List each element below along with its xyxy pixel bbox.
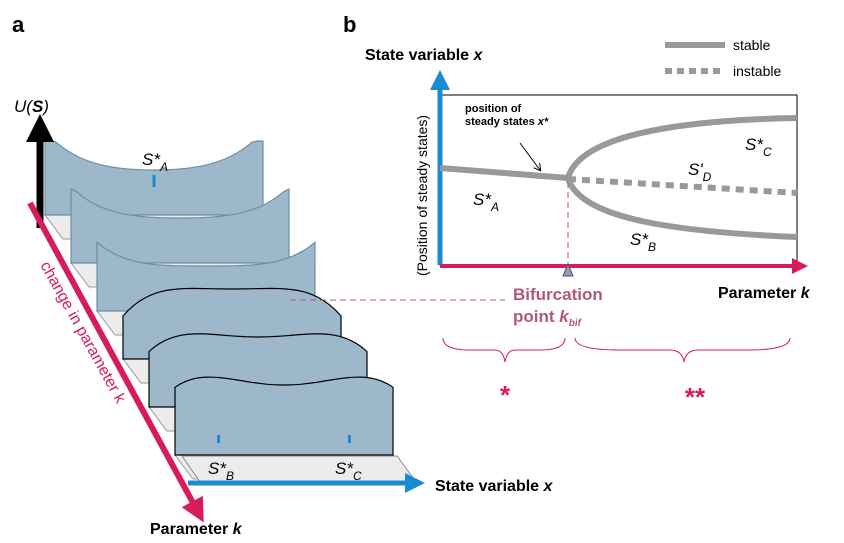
x-axis-label: State variable x — [435, 478, 554, 495]
text: B — [648, 240, 656, 254]
region-label: ** — [685, 382, 706, 412]
region-label: * — [500, 380, 511, 410]
text: point — [513, 307, 555, 326]
text: S* — [208, 459, 227, 478]
text: Parameter — [718, 285, 796, 302]
potential-label: U(S) — [14, 97, 49, 116]
text: x — [543, 478, 554, 495]
text: S* — [745, 135, 764, 154]
text: C — [353, 469, 362, 483]
text: position of — [465, 103, 522, 115]
text: S' — [688, 160, 703, 179]
text: A — [159, 160, 168, 174]
legend-label: stable — [733, 37, 771, 53]
text: S* — [473, 190, 492, 209]
y-axis-sublabel: (Position of steady states) — [414, 115, 430, 276]
figure: a U(S) change in parameter k State varia… — [0, 0, 844, 543]
text: D — [703, 170, 712, 184]
landscape — [45, 141, 411, 479]
text: A — [490, 200, 499, 214]
text: k — [233, 521, 243, 538]
text: ) — [41, 97, 49, 116]
text: State variable — [365, 47, 469, 64]
brace — [575, 338, 790, 362]
param-axis-label: Parameter k — [150, 521, 243, 538]
text: S* — [335, 459, 354, 478]
text: Bifurcation — [513, 285, 603, 304]
text: C — [763, 145, 772, 159]
text: B — [226, 469, 234, 483]
text: S* — [630, 230, 649, 249]
text: State variable — [435, 478, 539, 495]
panel-letter: b — [343, 12, 356, 37]
text: steady states — [465, 116, 535, 128]
text: x* — [537, 116, 549, 128]
potential-slice — [175, 377, 393, 455]
text: bif — [569, 318, 583, 329]
text: S* — [142, 150, 161, 169]
brace — [443, 338, 565, 362]
text: x — [473, 47, 484, 64]
text: Parameter — [150, 521, 228, 538]
text: k — [801, 285, 811, 302]
y-axis-label: State variable x — [365, 47, 484, 64]
panel-letter: a — [12, 12, 25, 37]
legend-label: instable — [733, 63, 781, 79]
text: S — [32, 97, 44, 116]
x-axis-label: Parameter k — [718, 285, 811, 302]
